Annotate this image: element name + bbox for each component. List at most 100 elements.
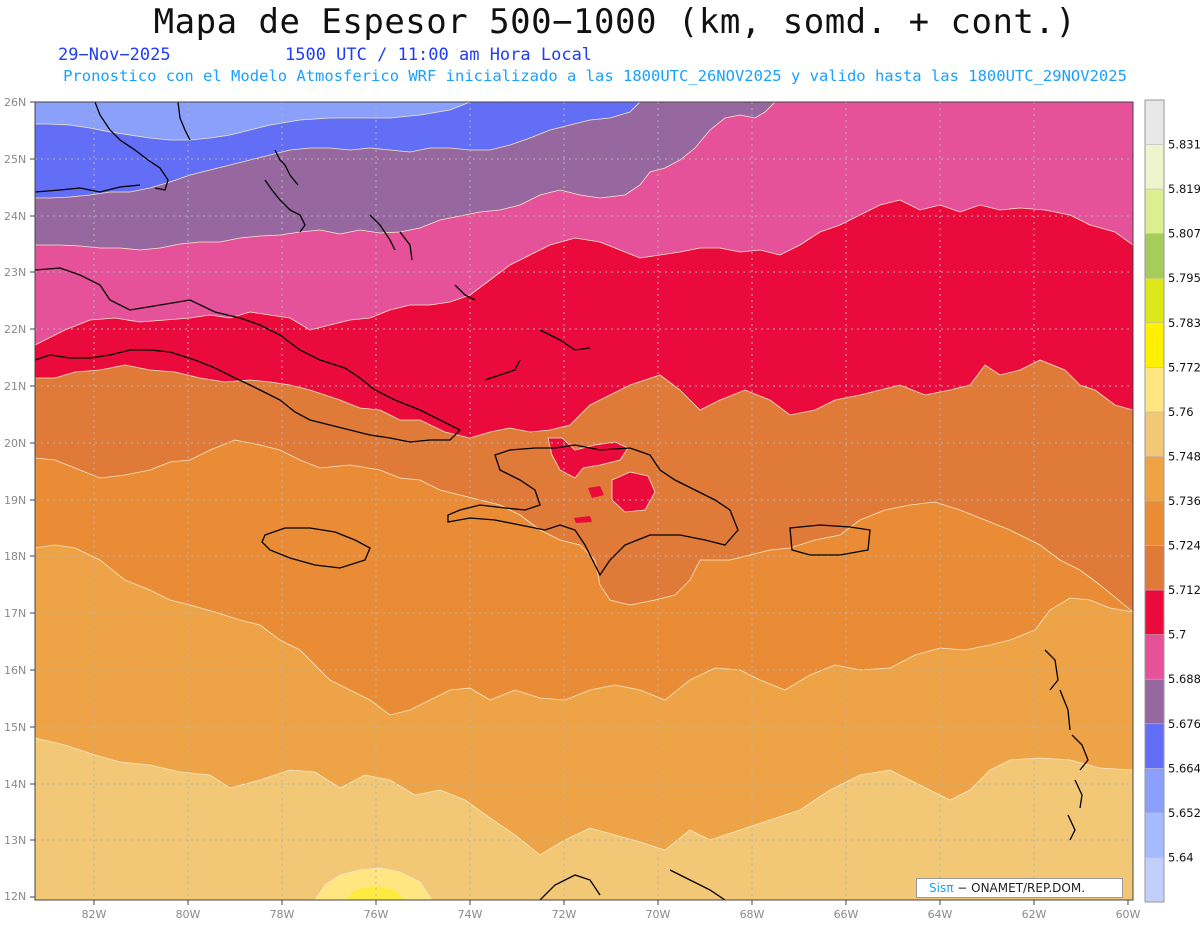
lat-label: 22N [4,323,26,336]
st-lucia [1074,779,1083,809]
colorbar-swatch [1145,411,1164,457]
st-vincent [1067,814,1076,841]
lat-label: 25N [4,153,26,166]
colorbar-swatch [1145,456,1164,502]
lat-label: 17N [4,607,26,620]
model-info: Pronostico con el Modelo Atmosferico WRF… [63,67,1127,85]
colorbar-swatch [1145,367,1164,413]
colorbar-label: 5.807 [1168,227,1200,241]
cuba-coast [35,267,462,443]
coastlines [35,102,1089,900]
colorbar-label: 5.7 [1168,628,1186,642]
colorbar-swatch [1145,812,1164,858]
lat-label: 12N [4,890,26,903]
inagua [484,359,521,381]
dominica [1059,689,1071,731]
warm-pocket-small [588,486,604,498]
colorbar-swatch [1145,189,1164,235]
lon-labels: 82W 80W 78W 76W 74W 72W 70W 68W 66W 64W … [82,908,1141,921]
florida-east-coast [177,102,191,141]
colorbar-swatch [1145,322,1164,368]
lon-label: 60W [1116,908,1141,921]
forecast-time: 1500 UTC / 11:00 am Hora Local [285,45,593,65]
lat-label: 21N [4,380,26,393]
andros [264,179,306,233]
colorbar-swatch [1145,233,1164,279]
lat-label: 13N [4,834,26,847]
lat-label: 15N [4,721,26,734]
eleuthera [369,214,396,251]
lat-label: 19N [4,494,26,507]
lon-label: 72W [552,908,577,921]
lon-label: 62W [1022,908,1047,921]
colorbar-label: 5.831 [1168,138,1200,152]
hispaniola-coast [447,444,739,577]
colorbar-label: 5.748 [1168,449,1200,463]
lat-labels: 26N 25N 24N 23N 22N 21N 20N 19N 18N 17N … [4,96,26,903]
colorbar-label: 5.724 [1168,539,1200,553]
lat-ticks [30,101,35,898]
map-frame [34,101,1134,901]
lon-label: 82W [82,908,107,921]
florida-coast [94,102,169,191]
colorbar-swatch [1145,501,1164,547]
lat-label: 23N [4,266,26,279]
colorbar-label: 5.819 [1168,182,1200,196]
jamaica-coast [261,527,371,569]
band-5772 [345,886,405,900]
map-panel [35,102,1133,900]
lat-label: 24N [4,210,26,223]
colorbar-label: 5.664 [1168,761,1200,775]
cat-island [399,231,413,261]
grid [35,102,1133,900]
colorbar-label: 5.712 [1168,583,1200,597]
colorbar-swatch [1145,634,1164,680]
colorbar-label: 5.652 [1168,806,1200,820]
lat-label: 26N [4,96,26,109]
warm-pocket-tiny [574,516,592,523]
band-5760 [314,867,433,900]
lon-ticks [93,900,1129,905]
warm-pocket-east [611,471,656,513]
lon-label: 68W [740,908,765,921]
credit-text: − ONAMET/REP.DOM. [953,881,1086,895]
colorbar-swatch [1145,590,1164,636]
paraguana [539,874,601,900]
credit-box: Sisπ − ONAMET/REP.DOM. [916,878,1123,898]
colorbar-label: 5.676 [1168,717,1200,731]
lat-label: 14N [4,778,26,791]
colorbar-swatch [1145,768,1164,814]
lat-label: 18N [4,550,26,563]
warm-pocket-north [547,437,629,479]
lat-label: 16N [4,664,26,677]
colorbar-swatch [1145,278,1164,324]
colorbar-label: 5.783 [1168,316,1200,330]
colorbar-label: 5.64 [1168,850,1194,864]
forecast-date: 29−Nov−2025 [58,45,171,65]
band-5652 [35,102,471,141]
martinique [1071,734,1089,771]
lon-label: 80W [176,908,201,921]
colorbar-label: 5.736 [1168,494,1200,508]
long-island [454,284,476,301]
puerto-rico-coast [789,524,871,556]
colorbar-swatch [1145,679,1164,725]
colorbar-swatch [1145,723,1164,769]
abaco [274,149,299,186]
colorbar-swatch [1145,857,1164,903]
colorbar-swatch [1145,545,1164,591]
colorbar-swatch [1145,100,1164,146]
turks-caicos [539,329,591,351]
florida-keys [35,184,141,193]
guadeloupe [1044,649,1059,691]
colorbar: 5.831 5.819 5.807 5.795 5.783 5.772 5.76 5.748 5… [1144,99,1200,903]
lon-label: 70W [646,908,671,921]
lat-label: 20N [4,437,26,450]
colorbar-swatch [1145,144,1164,190]
colorbar-label: 5.688 [1168,672,1200,686]
venezuela-coast [669,869,726,900]
lon-label: 74W [458,908,483,921]
map-title: Mapa de Espesor 500−1000 (km, somd. + co… [153,2,1077,42]
lon-label: 64W [928,908,953,921]
